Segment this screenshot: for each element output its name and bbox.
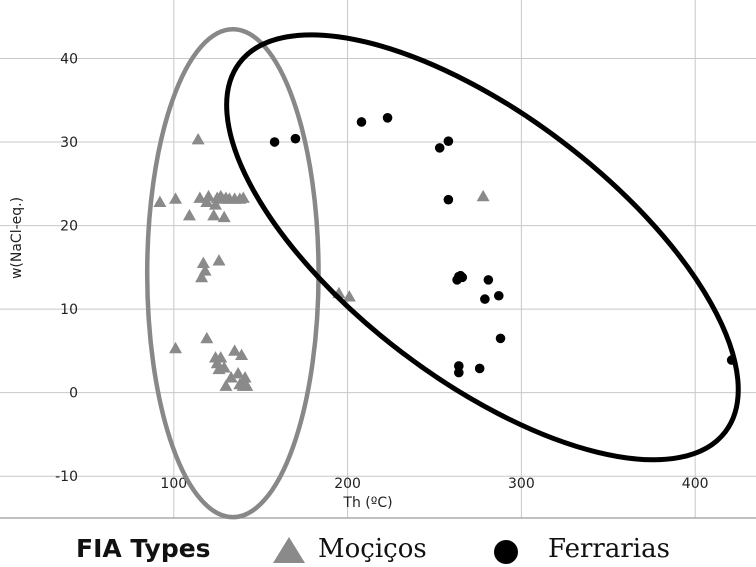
tick-labels: 100 200 300 400 -10 0 10 20 30 40 — [55, 51, 708, 492]
y-tick-label: 0 — [69, 386, 78, 402]
legend-title: FIA Types — [76, 534, 211, 563]
data-point-mocicos — [200, 195, 214, 208]
data-point-ferrarias — [454, 367, 464, 378]
data-point-ferrarias — [495, 333, 506, 344]
data-point-mocicos — [217, 361, 231, 373]
y-tick-label: -10 — [55, 469, 78, 485]
data-point-mocicos — [169, 341, 183, 354]
data-point-mocicos — [195, 270, 209, 283]
data-point-mocicos — [228, 344, 242, 356]
legend-circle-icon — [494, 540, 518, 564]
data-point-ferrarias — [290, 133, 301, 144]
data-point-mocicos — [236, 191, 250, 203]
group-ellipses — [144, 26, 741, 520]
x-tick-label: 300 — [508, 476, 535, 492]
data-point-mocicos — [217, 210, 231, 223]
data-point-mocicos — [212, 254, 226, 266]
ellipse-ferrarias — [224, 32, 741, 463]
data-point-ferrarias — [269, 137, 280, 147]
data-point-ferrarias — [480, 294, 490, 304]
ellipse-mocicos — [144, 26, 321, 520]
data-point-mocicos — [169, 192, 183, 204]
y-tick-label: 40 — [60, 51, 78, 67]
y-tick-label: 20 — [60, 219, 78, 235]
data-point-mocicos — [231, 366, 245, 379]
data-point-ferrarias — [483, 275, 494, 285]
data-point-mocicos — [153, 195, 167, 208]
data-point-mocicos — [476, 189, 490, 202]
legend: FIA Types Moçiços Ferrarias — [0, 530, 756, 567]
data-point-mocicos — [224, 371, 238, 383]
data-point-mocicos — [196, 256, 210, 269]
data-point-ferrarias — [434, 143, 445, 153]
data-point-ferrarias — [457, 272, 468, 283]
data-point-mocicos — [219, 379, 233, 391]
data-point-mocicos — [235, 348, 249, 360]
data-point-mocicos — [191, 133, 205, 145]
x-tick-label: 400 — [682, 476, 709, 492]
scatter-chart: 100 200 300 400 -10 0 10 20 30 40 Th (ºC) w(NaCl-… — [0, 0, 756, 530]
y-tick-label: 30 — [60, 135, 78, 151]
data-point-mocicos — [207, 209, 221, 221]
data-point-ferrarias — [474, 363, 485, 374]
x-tick-label: 200 — [334, 476, 361, 492]
data-point-mocicos — [240, 379, 254, 391]
legend-label-ferrarias: Ferrarias — [548, 534, 670, 564]
data-point-mocicos — [238, 371, 252, 383]
legend-triangle-icon — [273, 537, 305, 563]
y-axis-title: w(NaCl-eq.) — [9, 197, 25, 279]
data-point-ferrarias — [356, 117, 367, 127]
y-tick-label: 10 — [60, 302, 78, 318]
data-point-mocicos — [214, 351, 228, 363]
x-axis-title: Th (ºC) — [342, 495, 392, 511]
x-tick-label: 100 — [160, 476, 187, 492]
data-point-ferrarias — [443, 194, 454, 205]
data-points — [153, 113, 737, 391]
data-point-ferrarias — [382, 113, 393, 123]
data-point-ferrarias — [454, 361, 464, 371]
data-point-ferrarias — [443, 136, 454, 146]
data-point-mocicos — [202, 189, 216, 202]
data-point-mocicos — [342, 290, 356, 302]
grid-lines — [0, 0, 756, 518]
data-point-mocicos — [198, 264, 212, 276]
data-point-mocicos — [209, 198, 223, 210]
data-point-mocicos — [200, 331, 214, 344]
plot-background — [0, 0, 756, 530]
legend-label-mocicos: Moçiços — [318, 534, 427, 564]
data-point-mocicos — [182, 209, 196, 221]
data-point-ferrarias — [493, 290, 504, 301]
